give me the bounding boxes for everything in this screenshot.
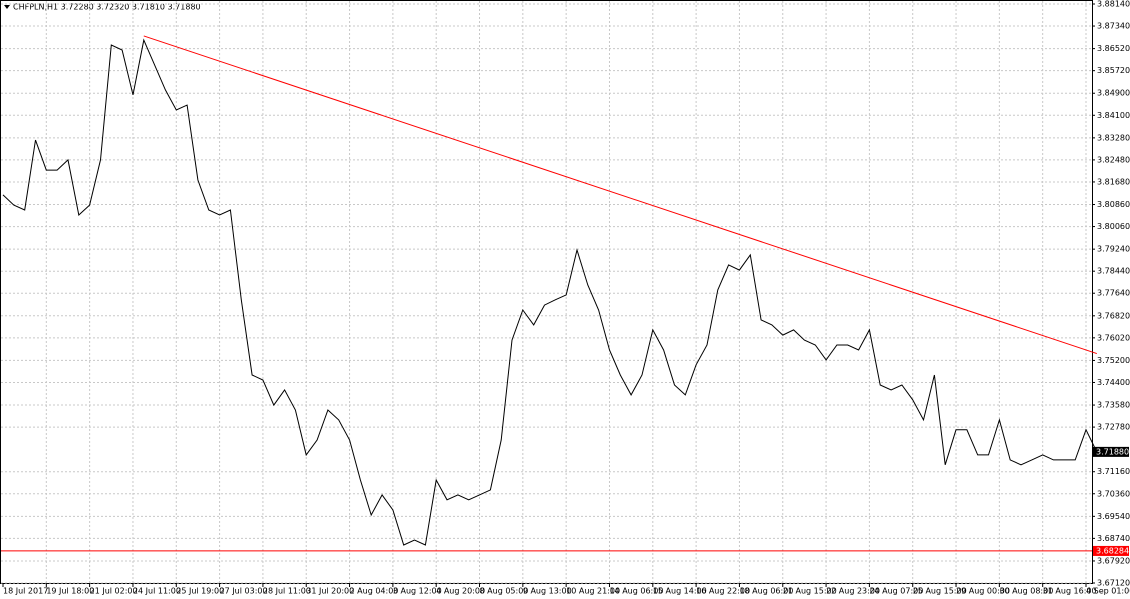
y-tick-label: 3.70360 [1097, 489, 1130, 498]
x-tick-label: 24 Aug 07:00 [869, 587, 923, 596]
x-tick-label: 28 Jul 11:00 [263, 587, 311, 596]
x-tick-label: 9 Aug 13:00 [523, 587, 572, 596]
price-line [2, 38, 1098, 546]
y-tick-label: 3.84100 [1097, 111, 1130, 120]
x-tick-label: 24 Jul 11:00 [133, 587, 181, 596]
x-tick-label: 15 Aug 14:00 [653, 587, 707, 596]
x-tick-label: 27 Jul 03:00 [220, 587, 268, 596]
x-tick-label: 25 Aug 15:00 [913, 587, 967, 596]
y-tick-label: 3.72780 [1097, 423, 1130, 432]
x-tick-label: 30 Aug 08:00 [999, 587, 1053, 596]
y-tick-label: 3.78440 [1097, 267, 1130, 276]
y-tick-label: 3.69540 [1097, 512, 1130, 521]
trendline [143, 35, 1097, 355]
x-tick-label: 14 Aug 06:00 [609, 587, 663, 596]
y-tick-label: 3.80860 [1097, 200, 1130, 209]
y-tick-label: 3.75200 [1097, 356, 1130, 365]
x-tick-label: 18 Aug 06:00 [739, 587, 793, 596]
y-tick-label: 3.88140 [1097, 0, 1130, 9]
x-tick-label: 4 Sep 01:00 [1086, 587, 1130, 596]
y-tick-label: 3.73580 [1097, 401, 1130, 410]
y-tick-label: 3.71160 [1097, 467, 1130, 476]
x-tick-label: 18 Jul 2017 [3, 587, 48, 596]
x-tick-label: 8 Aug 05:00 [480, 587, 529, 596]
y-tick-label: 3.84900 [1097, 89, 1130, 98]
x-tick-label: 31 Jul 20:00 [306, 587, 354, 596]
y-tick-label: 3.79240 [1097, 245, 1130, 254]
x-tick-label: 19 Jul 18:00 [46, 587, 94, 596]
x-tick-label: 21 Aug 15:00 [783, 587, 837, 596]
x-tick-label: 16 Aug 22:00 [696, 587, 750, 596]
y-tick-label: 3.83280 [1097, 133, 1130, 142]
y-tick-label: 3.76820 [1097, 311, 1130, 320]
x-tick-label: 22 Aug 23:00 [826, 587, 880, 596]
x-tick-label: 25 Jul 19:00 [176, 587, 224, 596]
y-tick-label: 3.87340 [1097, 22, 1130, 31]
price-label: 3.68284 [1096, 546, 1129, 555]
x-tick-label: 31 Aug 16:00 [1043, 587, 1097, 596]
chart-title: CHFPLN,H1 3.72280 3.72320 3.71810 3.7188… [13, 3, 201, 12]
y-tick-label: 3.77640 [1097, 289, 1130, 298]
y-tick-label: 3.82480 [1097, 155, 1130, 164]
y-tick-label: 3.67120 [1097, 579, 1130, 588]
x-tick-label: 2 Aug 04:00 [350, 587, 399, 596]
price-label-box [1093, 446, 1129, 457]
x-tick-label: 10 Aug 21:00 [566, 587, 620, 596]
y-tick-label: 3.81680 [1097, 177, 1130, 186]
y-tick-label: 3.67920 [1097, 556, 1130, 565]
y-tick-label: 3.76020 [1097, 333, 1130, 342]
y-tick-label: 3.74400 [1097, 378, 1130, 387]
price-label: 3.71880 [1096, 447, 1129, 456]
x-tick-label: 29 Aug 00:00 [956, 587, 1010, 596]
price-label-box [1093, 545, 1129, 556]
y-tick-label: 3.85720 [1097, 66, 1130, 75]
x-tick-label: 4 Aug 20:00 [436, 587, 485, 596]
y-tick-label: 3.86520 [1097, 44, 1130, 53]
y-tick-label: 3.80060 [1097, 222, 1130, 231]
x-tick-label: 3 Aug 12:00 [393, 587, 442, 596]
menu-icon [4, 5, 10, 9]
x-tick-label: 21 Jul 02:00 [90, 587, 138, 596]
y-tick-label: 3.68740 [1097, 534, 1130, 543]
